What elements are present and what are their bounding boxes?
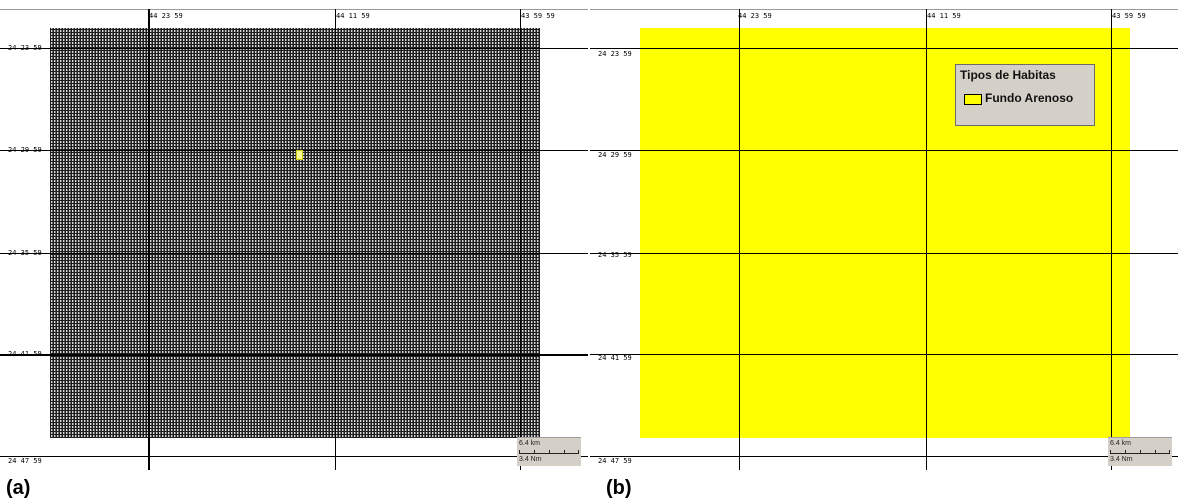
latitude-label: 24 29 59 (8, 146, 42, 154)
longitude-label: 44 11 59 (927, 12, 961, 20)
parallel-line (0, 456, 588, 457)
parallel-line (590, 354, 1178, 355)
meridian-line (739, 9, 740, 470)
panel-caption-a: (a) (6, 477, 31, 499)
parallel-line (590, 48, 1178, 49)
latitude-label: 24 41 59 (598, 354, 632, 362)
scale-tick (534, 450, 535, 454)
longitude-label: 44 11 59 (336, 12, 370, 20)
map-panel-a: 44 23 59 44 11 59 43 59 59 24 23 59 24 2… (0, 0, 588, 470)
meridian-line (520, 9, 521, 470)
latitude-label: 24 41 59 (8, 350, 42, 358)
scale-nm-label: 3.4 Nm (1110, 456, 1133, 463)
longitude-label: 44 23 59 (149, 12, 183, 20)
scale-tick (1125, 450, 1126, 454)
grid-mesh (50, 28, 540, 438)
legend: Tipos de Habitas Fundo Arenoso (955, 64, 1095, 126)
meridian-line (335, 9, 336, 470)
meridian-line (148, 9, 150, 470)
latitude-label: 24 35 59 (598, 251, 632, 259)
parallel-line (0, 253, 588, 254)
scale-tick (564, 450, 565, 454)
scale-tick (1140, 450, 1141, 454)
meridian-line (926, 9, 927, 470)
panel-caption-b: (b) (606, 477, 632, 499)
parallel-line (0, 48, 588, 49)
legend-item-label: Fundo Arenoso (985, 91, 1074, 105)
parallel-line (0, 354, 588, 356)
latitude-label: 24 35 59 (8, 249, 42, 257)
meridian-line (1111, 9, 1112, 470)
longitude-label: 43 59 59 (521, 12, 555, 20)
scale-tick (519, 450, 520, 454)
parallel-line (590, 456, 1178, 457)
scale-tick (549, 450, 550, 454)
top-border (0, 9, 588, 10)
scale-tick (1169, 450, 1170, 454)
latitude-label: 24 47 59 (598, 457, 632, 465)
legend-swatch-fundo-arenoso (964, 94, 982, 105)
scale-tick (578, 450, 579, 454)
latitude-label: 24 23 59 (8, 44, 42, 52)
latitude-label: 24 23 59 (598, 50, 632, 58)
longitude-label: 44 23 59 (738, 12, 772, 20)
parallel-line (590, 150, 1178, 151)
map-panel-b: 44 23 59 44 11 59 43 59 59 24 23 59 24 2… (590, 0, 1178, 470)
location-marker[interactable] (296, 150, 303, 160)
parallel-line (0, 150, 588, 151)
scale-km-label: 6.4 km (519, 440, 541, 447)
top-border (590, 9, 1178, 10)
longitude-label: 43 59 59 (1112, 12, 1146, 20)
latitude-label: 24 29 59 (598, 151, 632, 159)
parallel-line (590, 253, 1178, 254)
scale-km-label: 6.4 km (1110, 440, 1132, 447)
scale-tick (1110, 450, 1111, 454)
scale-bar: 6.4 km 3.4 Nm (1108, 437, 1172, 466)
latitude-label: 24 47 59 (8, 457, 42, 465)
scale-bar: 6.4 km 3.4 Nm (517, 437, 581, 466)
scale-nm-label: 3.4 Nm (519, 456, 542, 463)
scale-tick (1155, 450, 1156, 454)
legend-title: Tipos de Habitas (960, 68, 1056, 82)
